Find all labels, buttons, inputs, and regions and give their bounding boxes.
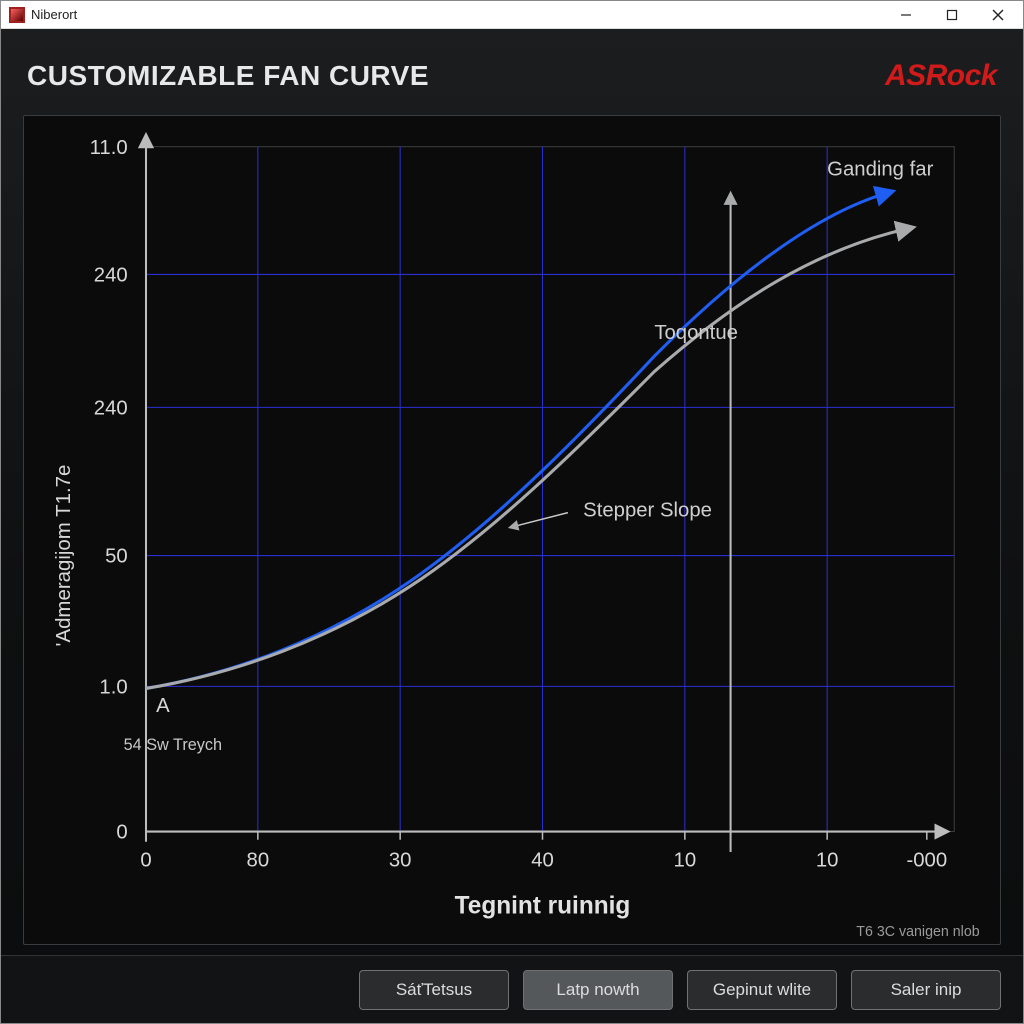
svg-text:240: 240 — [94, 265, 128, 287]
maximize-icon — [946, 9, 958, 21]
svg-text:-000: -000 — [906, 849, 947, 871]
x-axis-title: Tegnint ruinnig — [455, 892, 631, 919]
grid-horizontal — [146, 274, 954, 686]
svg-text:40: 40 — [531, 849, 554, 871]
x-tick-labels: 0 80 30 40 10 10 -000 — [140, 849, 947, 871]
brand-logo: ASRock — [885, 59, 997, 93]
maximize-button[interactable] — [929, 1, 975, 29]
titlebar: Niberort — [1, 1, 1023, 29]
annotation-stepper-slope: Stepper Slope — [583, 500, 712, 522]
minimize-icon — [900, 9, 912, 21]
curve-gray-curve[interactable] — [146, 228, 909, 688]
window-title: Niberort — [31, 7, 77, 22]
close-button[interactable] — [975, 1, 1021, 29]
button-2[interactable]: Latp nowth — [523, 970, 673, 1010]
svg-text:50: 50 — [105, 546, 128, 568]
svg-text:80: 80 — [247, 849, 270, 871]
annotation-togontue: Toqontue — [654, 322, 738, 344]
button-bar: SáťTetsus Latp nowth Gepinut wlite Saler… — [1, 955, 1023, 1023]
annotation-ganding-far: Ganding far — [827, 158, 933, 180]
svg-text:30: 30 — [389, 849, 412, 871]
svg-text:10: 10 — [674, 849, 697, 871]
chart-svg: 0 80 30 40 10 10 -000 0 1.0 A 50 240 240 11.0 'Admer… — [24, 116, 1000, 944]
content-area: CUSTOMIZABLE FAN CURVE ASRock — [1, 29, 1023, 955]
page-title: CUSTOMIZABLE FAN CURVE — [27, 60, 429, 92]
svg-text:A: A — [156, 695, 170, 717]
series-group — [146, 193, 909, 689]
button-1[interactable]: SáťTetsus — [359, 970, 509, 1010]
svg-text:10: 10 — [816, 849, 839, 871]
y-axis-title: 'Admeragijom T1.7e — [53, 465, 75, 647]
annotation-sw-treych: 54 Sw Treych — [124, 736, 222, 754]
app-window: Niberort CUSTOMIZABLE FAN CURVE ASRock — [0, 0, 1024, 1024]
button-4[interactable]: Saler inip — [851, 970, 1001, 1010]
header-row: CUSTOMIZABLE FAN CURVE ASRock — [23, 49, 1001, 105]
minimize-button[interactable] — [883, 1, 929, 29]
button-3[interactable]: Gepinut wlite — [687, 970, 837, 1010]
svg-text:0: 0 — [116, 822, 127, 844]
close-icon — [992, 9, 1004, 21]
app-icon — [9, 7, 25, 23]
fan-curve-chart[interactable]: 0 80 30 40 10 10 -000 0 1.0 A 50 240 240 11.0 'Admer… — [23, 115, 1001, 945]
svg-text:1.0: 1.0 — [99, 677, 127, 699]
svg-text:11.0: 11.0 — [90, 137, 128, 159]
svg-text:240: 240 — [94, 397, 128, 419]
svg-text:0: 0 — [140, 849, 151, 871]
x-ticks — [146, 832, 927, 840]
chart-footer-note: T6 3C vanigen nlob — [856, 924, 979, 940]
grid-vertical — [258, 147, 827, 832]
plot-border — [146, 147, 954, 832]
